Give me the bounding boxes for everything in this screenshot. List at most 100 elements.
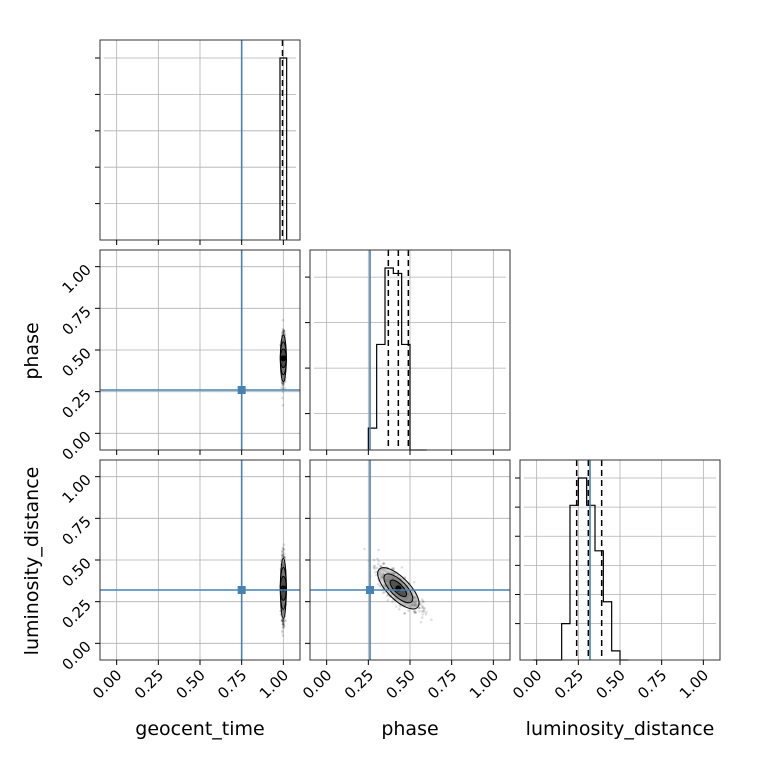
- sample-point: [376, 566, 379, 570]
- sample-point: [281, 381, 284, 385]
- y-tick-label: 0.00: [58, 637, 94, 673]
- truth-marker: [237, 386, 246, 394]
- sample-point: [386, 599, 390, 602]
- sample-point: [281, 330, 284, 334]
- sample-point: [378, 584, 382, 588]
- sample-point: [407, 609, 410, 613]
- sample-point: [417, 606, 421, 610]
- sample-point: [422, 610, 426, 613]
- sample-point: [281, 553, 284, 556]
- sample-point: [282, 382, 285, 386]
- sample-point: [376, 557, 379, 561]
- sample-point: [379, 564, 382, 568]
- sample-point: [281, 327, 285, 331]
- sample-point: [403, 611, 406, 615]
- sample-point: [282, 624, 286, 628]
- y-tick-label: 0.25: [58, 596, 94, 632]
- sample-point: [419, 620, 423, 624]
- sample-point: [283, 555, 286, 559]
- sample-point: [420, 616, 424, 619]
- x-tick-label: 1.00: [676, 666, 712, 702]
- sample-point: [281, 382, 285, 386]
- hist-panel-phase: [305, 249, 511, 455]
- sample-point: [414, 611, 417, 614]
- sample-point: [284, 380, 287, 383]
- x-tick-label: 0.75: [424, 666, 460, 702]
- histogram-bar: [603, 602, 611, 660]
- x-tick-label: 0.75: [214, 666, 250, 702]
- sample-point: [421, 606, 424, 609]
- sample-point: [280, 549, 284, 553]
- hist-panel-geocent-time: [95, 39, 301, 245]
- sample-point: [281, 554, 285, 557]
- sample-point: [282, 328, 285, 332]
- truth-marker: [366, 586, 374, 594]
- sample-point: [382, 562, 385, 565]
- sample-point: [385, 594, 389, 597]
- x-axis-label-geocent-time: geocent_time: [135, 718, 264, 740]
- density-peak: [280, 355, 287, 362]
- sample-point: [282, 331, 286, 335]
- sample-point: [392, 567, 396, 571]
- scatter-panel-geocent-time-vs-luminosity-distance: 0.00 0.25 0.50 0.75 1.000.000.250.500.751.00: [58, 459, 301, 702]
- sample-point: [282, 622, 285, 626]
- scatter-panel-phase-vs-luminosity-distance: 0.00 0.25 0.50 0.75 1.00: [299, 459, 511, 702]
- x-axis-label-luminosity-distance: luminosity_distance: [526, 718, 715, 740]
- sample-point: [381, 562, 385, 566]
- sample-point: [281, 381, 284, 385]
- sample-point: [282, 620, 285, 624]
- x-tick-label: 0.25: [551, 666, 587, 702]
- sample-point: [421, 599, 425, 603]
- sample-point: [281, 332, 285, 335]
- y-tick-label: 1.00: [58, 261, 94, 297]
- sample-point: [281, 546, 285, 549]
- sample-point: [376, 582, 380, 586]
- sample-point: [283, 619, 287, 622]
- histogram-bar: [377, 344, 385, 450]
- y-tick-label: 0.75: [58, 302, 94, 338]
- sample-point: [281, 381, 285, 385]
- y-tick-label: 0.75: [58, 512, 94, 548]
- x-axis-label-phase: phase: [381, 718, 438, 740]
- sample-point: [281, 619, 285, 623]
- sample-point: [377, 562, 380, 566]
- histogram-bar: [562, 624, 570, 660]
- sample-point: [282, 330, 286, 333]
- y-tick-label: 0.50: [58, 344, 94, 380]
- sample-point: [280, 631, 284, 634]
- hist-panel-luminosity-distance: 0.00 0.25 0.50 0.75 1.00: [509, 459, 721, 702]
- sample-point: [377, 559, 380, 563]
- sample-point: [283, 552, 286, 556]
- histogram-bar: [385, 268, 393, 450]
- sample-point: [280, 619, 284, 623]
- sample-point: [372, 566, 376, 570]
- sample-point: [412, 580, 416, 584]
- y-tick-label: 0.25: [58, 386, 94, 422]
- sample-point: [282, 555, 285, 558]
- sample-point: [413, 610, 417, 614]
- sample-point: [282, 548, 286, 551]
- sample-point: [282, 329, 286, 332]
- truth-marker: [237, 586, 246, 594]
- x-tick-label: 1.00: [466, 666, 502, 702]
- sample-point: [391, 566, 395, 570]
- scatter-panel-geocent-time-vs-phase: 0.00 0.25 0.50 0.75 1.00: [58, 249, 301, 464]
- sample-point: [281, 619, 285, 623]
- sample-point: [420, 598, 424, 601]
- y-axis-label-luminosity-distance: luminosity_distance: [21, 467, 43, 656]
- sample-point: [281, 618, 284, 622]
- sample-point: [398, 604, 402, 608]
- histogram-step: [279, 57, 288, 240]
- sample-point: [281, 618, 284, 621]
- sample-point: [422, 600, 425, 604]
- sample-point: [374, 570, 377, 574]
- sample-point: [281, 620, 285, 623]
- sample-point: [281, 618, 285, 622]
- sample-point: [280, 618, 284, 622]
- sample-point: [373, 564, 376, 568]
- sample-point: [280, 555, 284, 559]
- sample-point: [421, 613, 424, 616]
- sample-point: [283, 386, 287, 390]
- sample-point: [281, 618, 285, 622]
- sample-point: [281, 555, 284, 558]
